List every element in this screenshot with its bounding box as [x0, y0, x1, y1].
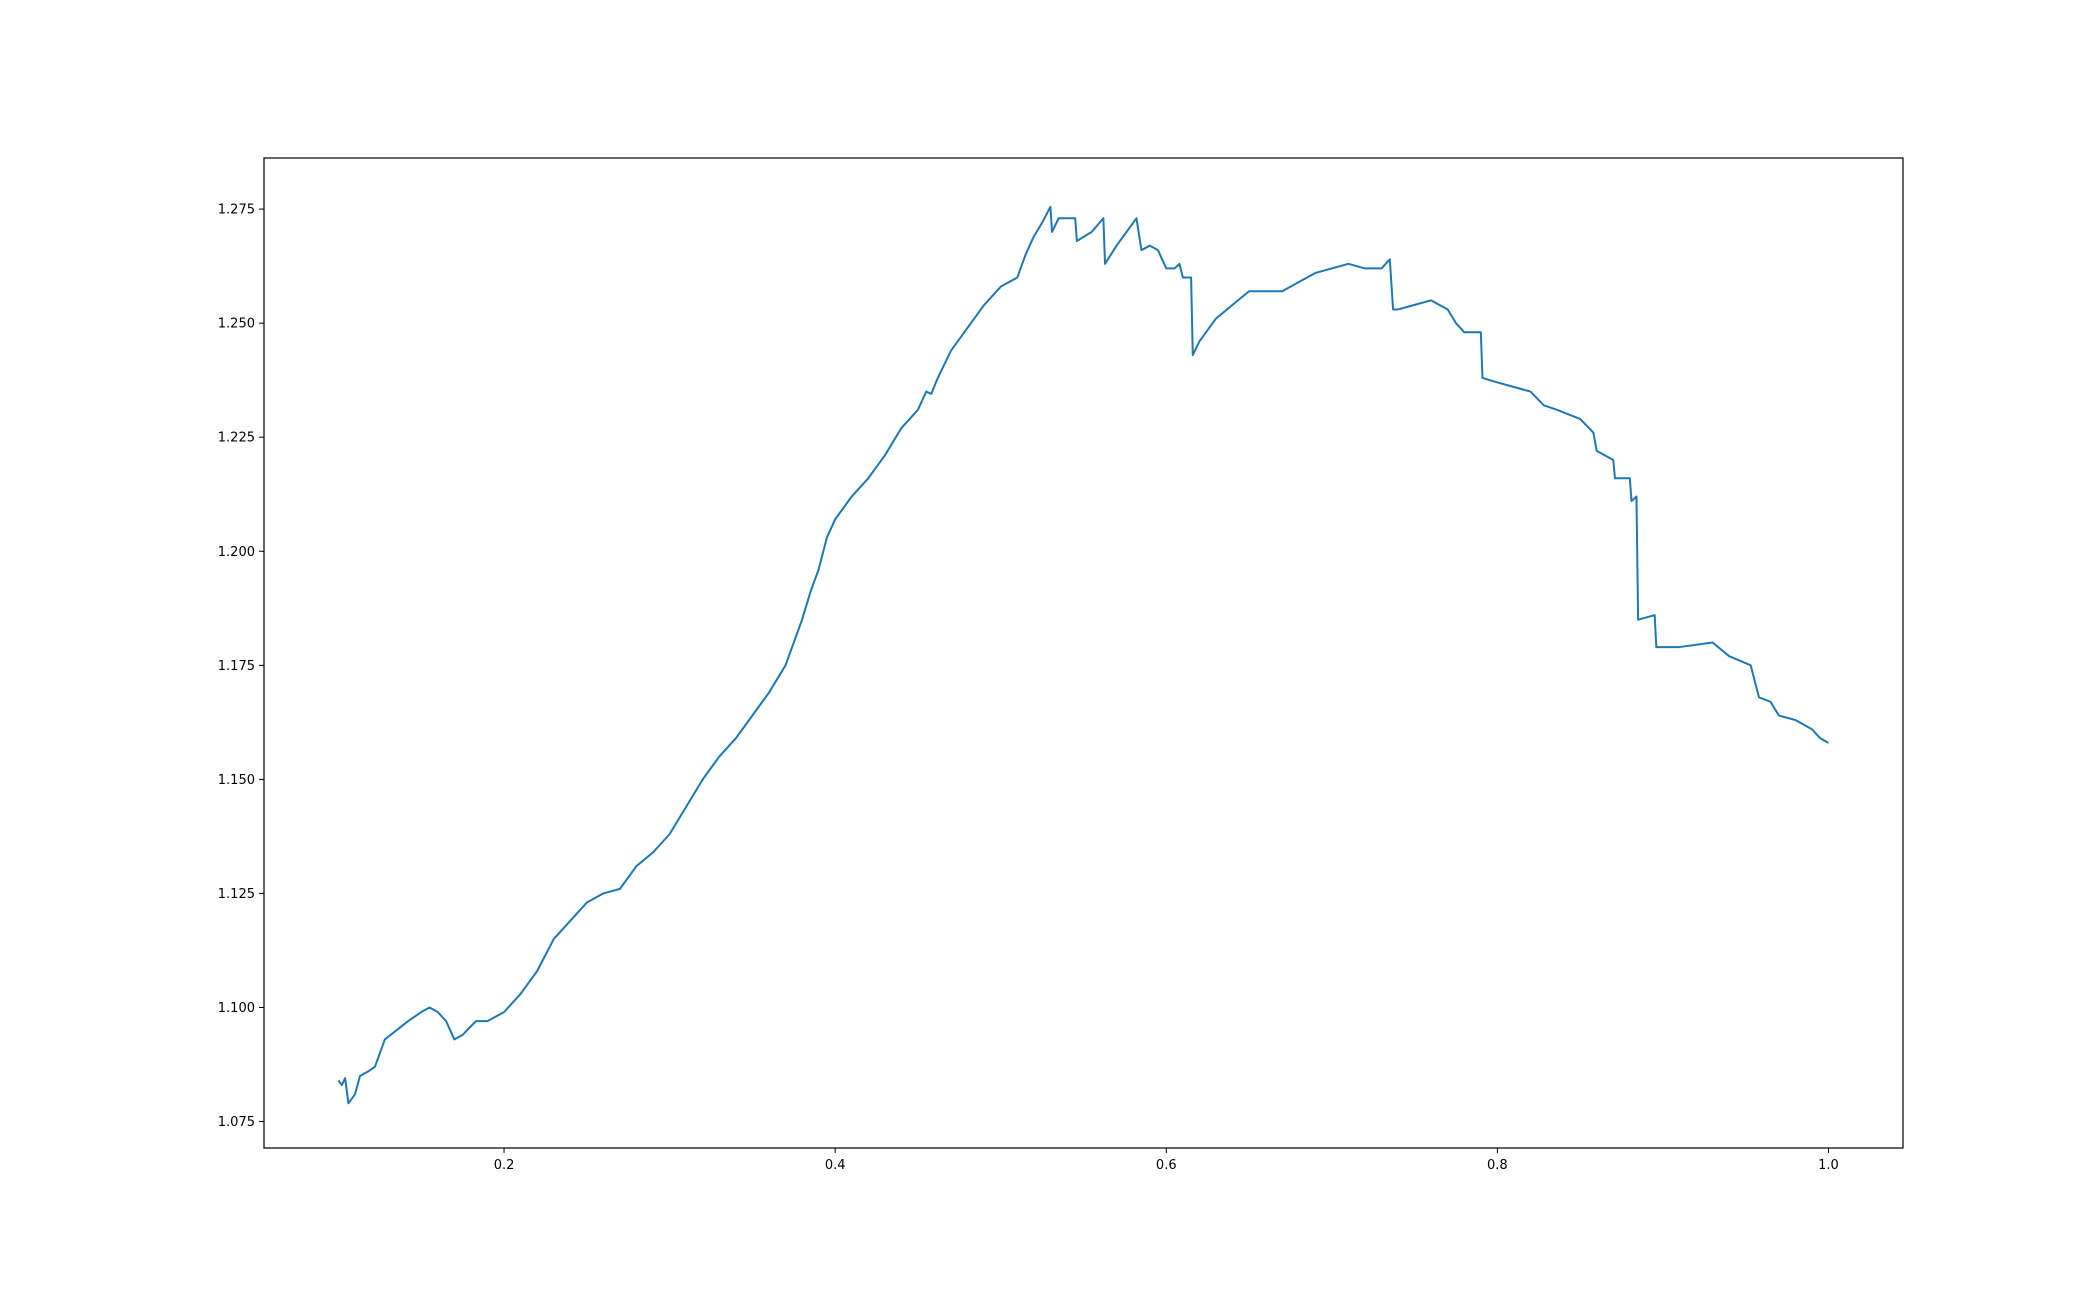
data-line: [337, 205, 1829, 1105]
y-tick-label: 1.075: [218, 1115, 255, 1130]
y-tick-label: 1.175: [218, 659, 255, 674]
y-tick-label: 1.275: [218, 203, 255, 218]
x-tick-label: 0.4: [825, 1158, 846, 1173]
x-tick-label: 0.8: [1487, 1158, 1508, 1173]
axes-frame: [263, 157, 1904, 1149]
x-tick-label: 0.6: [1156, 1158, 1177, 1173]
y-tick-label: 1.100: [218, 1001, 255, 1016]
y-tick-label: 1.250: [218, 317, 255, 332]
x-tick-label: 1.0: [1818, 1158, 1839, 1173]
y-tick-label: 1.150: [218, 773, 255, 788]
y-tick-label: 1.225: [218, 431, 255, 446]
y-tick-label: 1.125: [218, 887, 255, 902]
y-tick-label: 1.200: [218, 545, 255, 560]
x-tick-label: 0.2: [494, 1158, 515, 1173]
